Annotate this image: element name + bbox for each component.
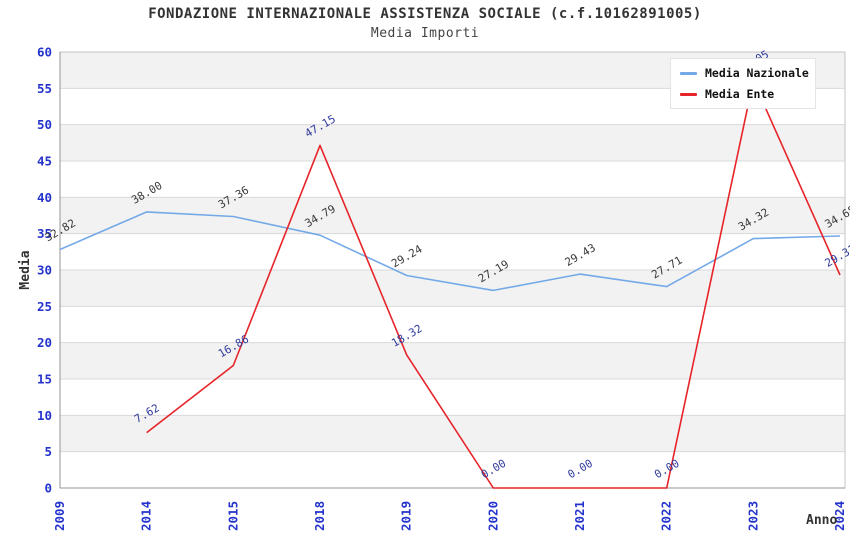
x-tick-label: 2014 [139,501,154,531]
y-tick-label: 5 [44,444,52,459]
y-tick-label: 60 [37,45,52,60]
y-tick-label: 10 [37,408,52,423]
legend-swatch-media-nazionale [680,71,697,75]
chart-subtitle: Media Importi [370,26,480,41]
chart-title: FONDAZIONE INTERNAZIONALE ASSISTENZA SOC… [148,6,702,22]
x-axis-title: Anno [806,513,837,528]
y-tick-label: 45 [37,154,52,169]
x-tick-label: 2020 [485,501,500,531]
x-tick-label: 2022 [659,501,674,531]
x-tick-label: 2023 [745,501,760,531]
x-tick-label: 2009 [52,501,67,531]
y-tick-label: 30 [37,263,52,278]
y-tick-label: 55 [37,81,52,96]
point-label: 0.00 [479,457,508,482]
x-tick-label: 2019 [399,501,414,531]
series-line-media-nazionale [59,211,841,292]
grid-band [60,124,845,161]
x-tick-label: 2018 [312,501,327,531]
point-label: 29.43 [563,241,598,269]
series-line-media-ente [146,79,841,489]
x-tick-label: 2024 [832,501,847,531]
point-label: 0.00 [566,457,595,482]
y-tick-label: 20 [37,335,52,350]
point-label: 0.00 [652,457,681,482]
y-tick-label: 50 [37,117,52,132]
grid-band [60,342,845,379]
legend-label-media-ente: Media Ente [705,87,775,101]
point-label: 29.24 [389,242,425,270]
legend-item-media-nazionale: Media Nazionale [680,66,809,80]
x-tick-label: 2021 [572,501,587,531]
y-tick-label: 0 [44,481,52,496]
grid-band [60,197,845,234]
y-tick-label: 35 [37,226,52,241]
y-tick-label: 25 [37,299,52,314]
y-tick-label: 40 [37,190,52,205]
legend-label-media-nazionale: Media Nazionale [705,66,809,80]
grid-band [60,415,845,452]
x-tick-label: 2015 [225,501,240,531]
legend-swatch-media-ente [680,92,697,96]
y-axis-title: Media [18,250,33,289]
grid-band [60,270,845,307]
y-tick-label: 15 [37,372,52,387]
legend-item-media-ente: Media Ente [680,87,806,101]
legend: Media Nazionale Media Ente [670,58,816,109]
